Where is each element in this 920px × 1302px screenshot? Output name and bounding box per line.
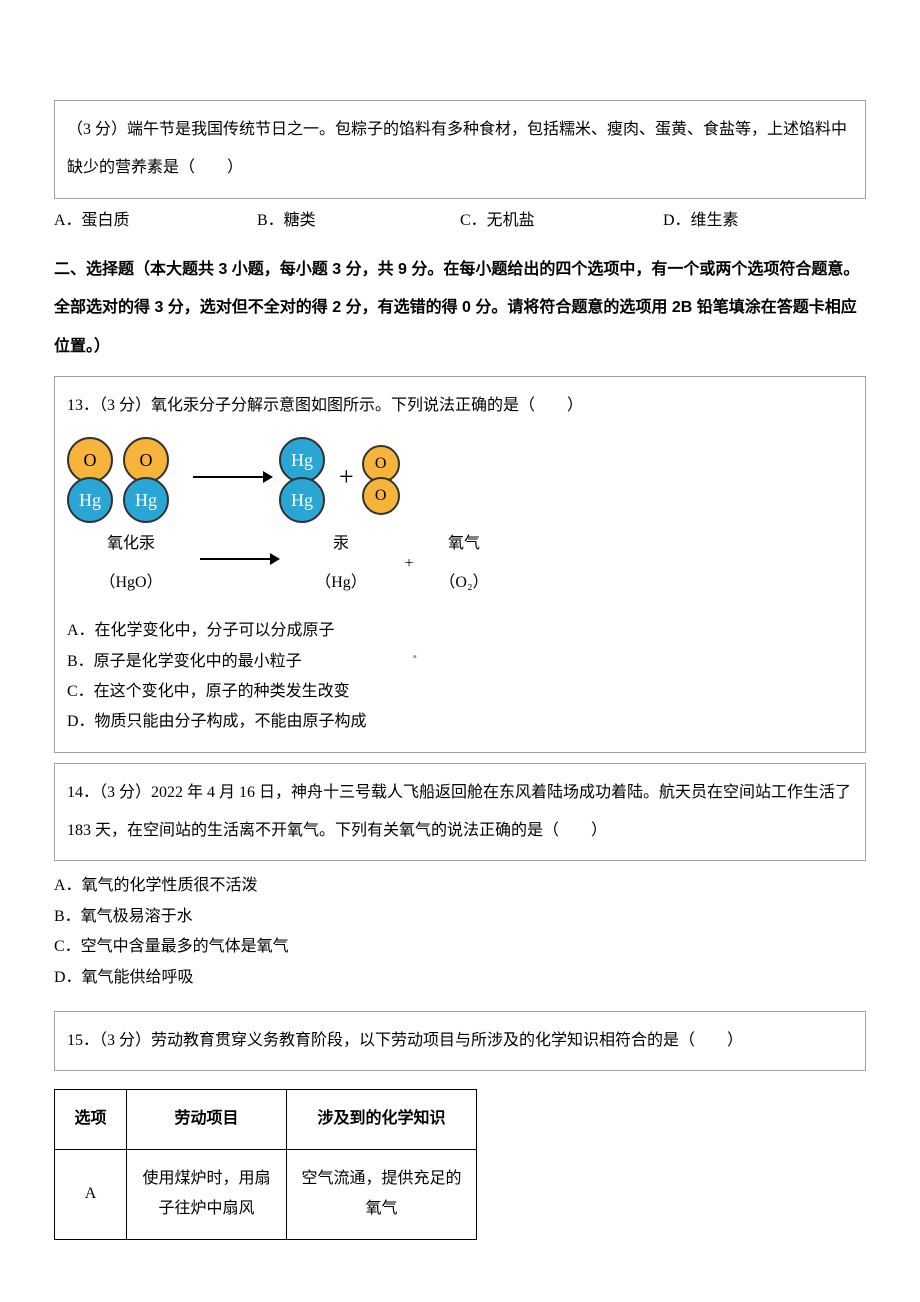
question-15-box: 15．（3 分）劳动教育贯穿义务教育阶段，以下劳动项目与所涉及的化学知识相符合的… xyxy=(54,1011,866,1071)
label-hg-cn: 汞 xyxy=(285,525,397,563)
q13-option-b[interactable]: B．原子是化学变化中的最小粒子 xyxy=(67,653,302,670)
q13-option-c[interactable]: C．在这个变化中，原子的种类发生改变 xyxy=(67,677,853,707)
cell-project: 使用煤炉时，用扇子往炉中扇风 xyxy=(127,1149,287,1239)
mercury-atom-icon: Hg xyxy=(123,477,169,523)
plus-icon: + xyxy=(339,446,354,508)
label-plus-text: + xyxy=(404,555,413,572)
reactant-hgO-pair: O Hg O Hg xyxy=(67,437,169,517)
question-13-text: 13．（3 分）氧化汞分子分解示意图如图所示。下列说法正确的是（ ） xyxy=(67,387,853,425)
question-12-text: （3 分）端午节是我国传统节日之一。包粽子的馅料有多种食材，包括糯米、瘦肉、蛋黄… xyxy=(67,121,847,176)
product-o2: O O xyxy=(362,445,400,509)
reaction-arrow-icon xyxy=(200,550,280,568)
question-13-box: 13．（3 分）氧化汞分子分解示意图如图所示。下列说法正确的是（ ） O Hg … xyxy=(54,376,866,753)
q12-option-a[interactable]: A．蛋白质 xyxy=(54,209,257,233)
question-14-options: A．氧气的化学性质很不活泼 B．氧气极易溶于水 C．空气中含量最多的气体是氧气 … xyxy=(54,871,866,993)
question-15-text: 15．（3 分）劳动教育贯穿义务教育阶段，以下劳动项目与所涉及的化学知识相符合的… xyxy=(67,1032,743,1049)
question-12-box: （3 分）端午节是我国传统节日之一。包粽子的馅料有多种食材，包括糯米、瘦肉、蛋黄… xyxy=(54,100,866,199)
q13-labels-row: 氧化汞 （HgO） 汞 （Hg） + 氧气 （O₂） xyxy=(67,525,853,602)
th-project: 劳动项目 xyxy=(127,1090,287,1149)
label-plus: + xyxy=(397,545,421,583)
q12-option-c[interactable]: C．无机盐 xyxy=(460,209,663,233)
q14-option-a[interactable]: A．氧气的化学性质很不活泼 xyxy=(54,871,866,901)
center-mark: ▪ xyxy=(413,647,417,668)
question-14-box: 14．（3 分）2022 年 4 月 16 日，神舟十三号载人飞船返回舱在东风着… xyxy=(54,763,866,862)
q15-table: 选项 劳动项目 涉及到的化学知识 A 使用煤炉时，用扇子往炉中扇风 空气流通，提… xyxy=(54,1089,477,1239)
label-hg: 汞 （Hg） xyxy=(285,525,397,602)
q14-option-c[interactable]: C．空气中含量最多的气体是氧气 xyxy=(54,932,866,962)
label-arrow-spacer xyxy=(195,545,285,583)
q13-diagram: O Hg O Hg Hg Hg + O O 氧化汞 （HgO xyxy=(67,437,853,602)
table-row: A 使用煤炉时，用扇子往炉中扇风 空气流通，提供充足的氧气 xyxy=(55,1149,477,1239)
cell-knowledge: 空气流通，提供充足的氧气 xyxy=(287,1149,477,1239)
cell-option: A xyxy=(55,1149,127,1239)
oxygen-atom-icon: O xyxy=(362,477,400,515)
q12-option-b[interactable]: B．糖类 xyxy=(257,209,460,233)
q12-option-d[interactable]: D．维生素 xyxy=(663,209,866,233)
label-o2-fm: （O₂） xyxy=(439,574,488,591)
mercury-atom-icon: Hg xyxy=(67,477,113,523)
q14-option-b[interactable]: B．氧气极易溶于水 xyxy=(54,902,866,932)
product-hg-pair: Hg Hg xyxy=(279,437,325,517)
label-hgO-fm: （HgO） xyxy=(99,574,162,591)
label-hgO: 氧化汞 （HgO） xyxy=(67,525,195,602)
th-knowledge: 涉及到的化学知识 xyxy=(287,1090,477,1149)
label-o2: 氧气 （O₂） xyxy=(421,525,507,602)
label-hgO-cn: 氧化汞 xyxy=(67,525,195,563)
th-option: 选项 xyxy=(55,1090,127,1149)
section-2-header: 二、选择题（本大题共 3 小题，每小题 3 分，共 9 分。在每小题给出的四个选… xyxy=(54,251,866,366)
reaction-arrow-icon xyxy=(193,468,273,486)
question-14-text: 14．（3 分）2022 年 4 月 16 日，神舟十三号载人飞船返回舱在东风着… xyxy=(67,784,851,839)
q14-option-d[interactable]: D．氧气能供给呼吸 xyxy=(54,963,866,993)
question-13-options: A．在化学变化中，分子可以分成原子 B．原子是化学变化中的最小粒子 ▪ C．在这… xyxy=(67,616,853,738)
mercury-atom-icon: Hg xyxy=(279,477,325,523)
q13-option-d[interactable]: D．物质只能由分子构成，不能由原子构成 xyxy=(67,707,853,737)
question-12-options: A．蛋白质 B．糖类 C．无机盐 D．维生素 xyxy=(54,209,866,233)
label-hg-fm: （Hg） xyxy=(315,574,367,591)
table-header-row: 选项 劳动项目 涉及到的化学知识 xyxy=(55,1090,477,1149)
q13-option-a[interactable]: A．在化学变化中，分子可以分成原子 xyxy=(67,616,853,646)
label-o2-cn: 氧气 xyxy=(421,525,507,563)
